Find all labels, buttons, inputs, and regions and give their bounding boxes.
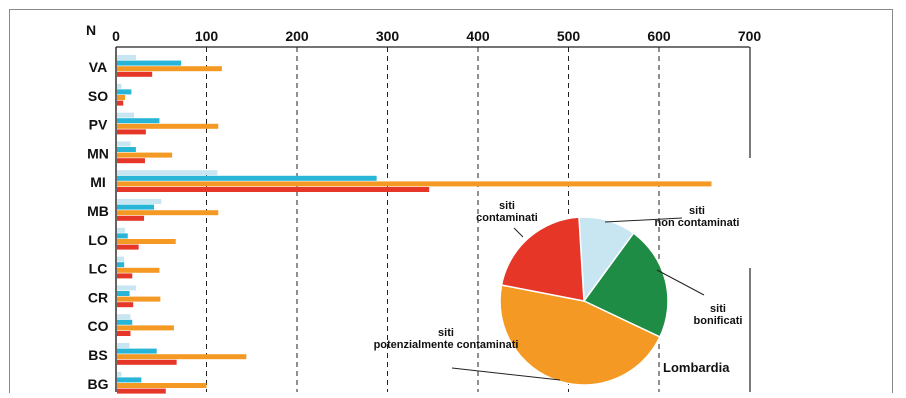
bar <box>117 348 157 354</box>
chart-frame <box>9 9 893 393</box>
bar <box>117 325 174 331</box>
bar <box>117 170 218 176</box>
category-label: LO <box>88 232 108 248</box>
bar <box>117 112 135 118</box>
pie-leader-line <box>451 367 561 381</box>
bar <box>117 95 126 100</box>
bar <box>117 141 131 147</box>
category-label: SO <box>88 88 108 104</box>
bar <box>117 377 142 383</box>
bar <box>117 215 145 221</box>
bar <box>117 175 377 181</box>
category-labels: VA SO PV MN MI MB LO LC CR CO BS BG <box>87 59 109 392</box>
category-label: MN <box>87 145 109 161</box>
bar <box>117 343 130 348</box>
category-label: MI <box>90 174 106 190</box>
x-tick-label: 400 <box>466 28 490 44</box>
category-label: CO <box>88 318 109 334</box>
bar <box>117 319 133 325</box>
category-label: BS <box>88 347 107 363</box>
bar <box>117 147 136 152</box>
bar <box>117 233 128 239</box>
bar <box>117 71 153 77</box>
bar <box>117 123 219 129</box>
bar <box>117 227 126 233</box>
bar <box>117 359 177 365</box>
pie-leader-line <box>604 217 683 223</box>
x-tick-label: 700 <box>738 28 762 44</box>
bar <box>117 210 219 216</box>
bar <box>117 83 122 89</box>
bar <box>117 331 131 336</box>
bar <box>117 244 139 250</box>
bar <box>117 118 160 124</box>
pie-slice <box>500 216 585 302</box>
bar <box>117 158 145 164</box>
x-tick-label: 500 <box>557 28 581 44</box>
category-label: VA <box>89 59 107 75</box>
bar <box>117 285 136 291</box>
bars <box>117 55 712 394</box>
bar <box>117 181 712 187</box>
pie-leader-line <box>656 269 705 296</box>
x-tick-label: 0 <box>112 28 120 44</box>
bar <box>117 262 125 268</box>
category-label: CR <box>88 289 108 305</box>
pie-slice-label: siti potenzialmente contaminati <box>374 327 519 351</box>
category-label: BG <box>88 376 109 392</box>
bar <box>117 55 136 60</box>
pie-labels: siti non contaminati siti bonificati siti pot… <box>374 200 743 381</box>
bar <box>117 89 132 95</box>
x-tick-label: 100 <box>195 28 219 44</box>
bar <box>117 388 166 394</box>
x-tick-label: 600 <box>647 28 671 44</box>
category-label: MB <box>87 203 109 219</box>
bar <box>117 152 173 158</box>
bar <box>117 296 161 302</box>
bar <box>117 383 207 388</box>
pie-title: Lombardia <box>663 360 730 375</box>
bar <box>117 302 134 308</box>
bar <box>117 187 430 192</box>
bar <box>117 273 133 279</box>
pie-slice-label: siti bonificati <box>694 303 743 327</box>
bar <box>117 60 182 66</box>
axis-label: N <box>86 22 96 38</box>
x-tick-label: 300 <box>376 28 400 44</box>
bar <box>117 129 146 135</box>
bar <box>117 354 247 360</box>
pie-slice-label: siti non contaminati <box>655 205 740 229</box>
pie-slice <box>582 232 669 338</box>
category-label: LC <box>89 261 108 277</box>
pie-slice-label: siti contaminati <box>476 200 538 224</box>
category-label: PV <box>89 117 108 133</box>
bar <box>117 291 130 296</box>
inset-pie-chart <box>499 216 669 386</box>
bar <box>117 371 122 377</box>
bar <box>117 199 162 204</box>
bar <box>117 267 160 273</box>
x-tick-labels: 0 100 200 300 400 500 600 700 <box>112 28 761 44</box>
bar <box>117 204 155 210</box>
bar <box>117 100 124 106</box>
pie-slice <box>499 284 661 386</box>
x-tick-label: 200 <box>285 28 309 44</box>
bar <box>117 239 176 244</box>
bar <box>117 256 125 262</box>
pie-leader-line <box>513 227 524 238</box>
bar <box>117 66 222 72</box>
bar <box>117 314 131 320</box>
